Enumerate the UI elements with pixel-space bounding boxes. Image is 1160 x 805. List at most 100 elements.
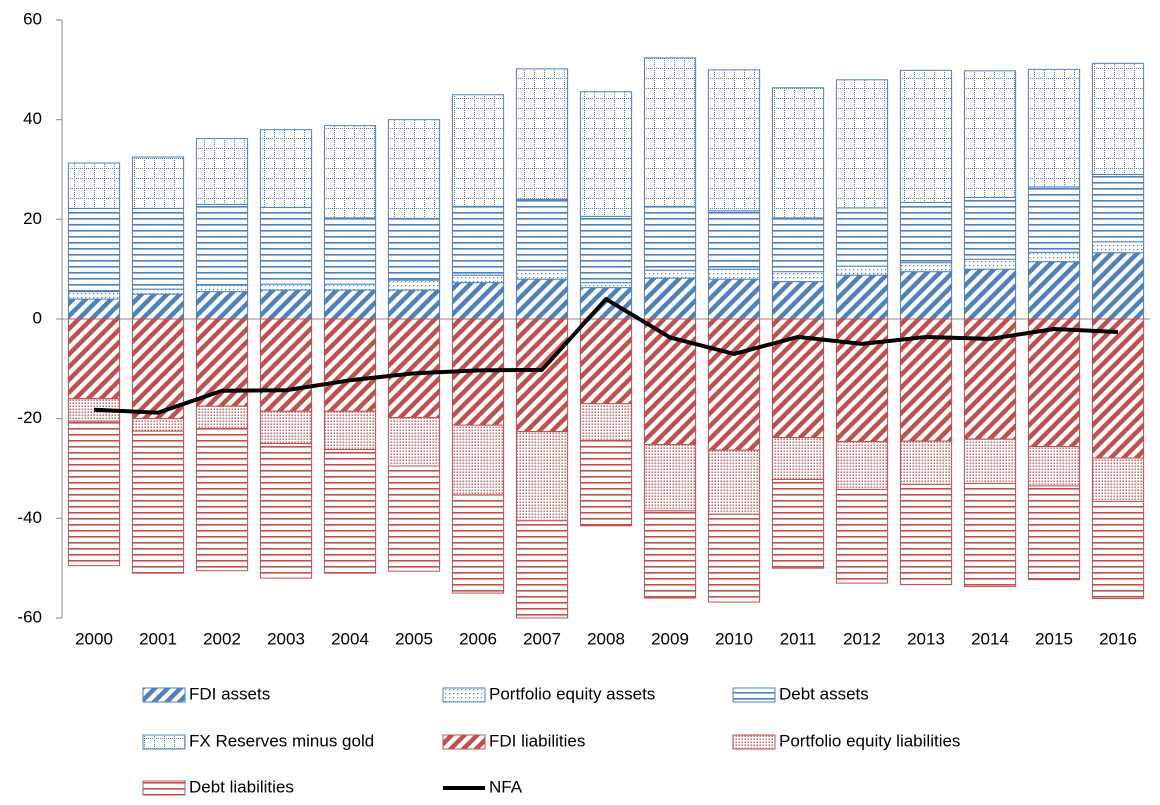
legend-swatch xyxy=(142,734,186,750)
bar-segment xyxy=(707,268,761,280)
bar-segment xyxy=(67,420,121,567)
x-tick-label: 2009 xyxy=(651,629,689,648)
bar-segment xyxy=(451,274,505,284)
y-tick-label: -20 xyxy=(17,408,42,427)
y-tick-label: 20 xyxy=(23,209,42,228)
x-tick-label: 2003 xyxy=(267,629,305,648)
bar-segment xyxy=(515,269,569,280)
bar-segment xyxy=(131,156,185,209)
bar-segment xyxy=(387,119,441,219)
legend-swatch xyxy=(142,687,186,703)
bar-segment xyxy=(1091,457,1145,502)
bar-segment xyxy=(323,283,377,291)
bar-segment xyxy=(835,207,889,267)
legend-label: FDI assets xyxy=(189,684,270,703)
bar-segment xyxy=(259,443,313,579)
y-tick-label: -60 xyxy=(17,607,42,626)
legend-swatch xyxy=(732,734,776,750)
bar-segment xyxy=(579,287,633,320)
bar-segment xyxy=(835,79,889,209)
bar-segment xyxy=(707,210,761,270)
bar-segment xyxy=(195,318,249,407)
bar-segment xyxy=(963,70,1017,198)
bar-segment xyxy=(67,207,121,293)
bar-segment xyxy=(259,206,313,285)
bar-segment xyxy=(963,196,1017,260)
bar-segment xyxy=(771,217,825,273)
bar-segment xyxy=(131,293,185,320)
bar-segment xyxy=(707,449,761,515)
bar-segment xyxy=(899,69,953,203)
x-tick-label: 2015 xyxy=(1035,629,1073,648)
bar-segment xyxy=(387,217,441,281)
nfa-line xyxy=(93,297,1119,415)
legend-label: Debt assets xyxy=(779,684,869,703)
bar-segment xyxy=(579,440,633,527)
bar-segment xyxy=(323,289,377,320)
bar-segment xyxy=(195,284,249,293)
bar-segment xyxy=(835,488,889,584)
bar-segment xyxy=(771,281,825,320)
bar-segment xyxy=(835,441,889,490)
bar-segment xyxy=(195,138,249,205)
bar-segment xyxy=(1091,173,1145,243)
bar-segment xyxy=(323,125,377,219)
bar-segment xyxy=(707,513,761,603)
bar-segment xyxy=(579,282,633,289)
legend-swatch xyxy=(142,780,186,796)
x-tick-label: 2014 xyxy=(971,629,1009,648)
x-tick-label: 2007 xyxy=(523,629,561,648)
bar-segment xyxy=(1091,318,1145,459)
bar-segment xyxy=(707,278,761,320)
bar-segment xyxy=(131,430,185,574)
bar-segment xyxy=(643,269,697,279)
bar-segment xyxy=(131,288,185,295)
legend-swatch xyxy=(442,687,486,703)
bar-segment xyxy=(579,318,633,405)
bar-segment xyxy=(515,68,569,200)
x-tick-label: 2008 xyxy=(587,629,625,648)
bar-segment xyxy=(579,215,633,284)
bar-segment xyxy=(515,431,569,522)
bar-segment xyxy=(387,289,441,320)
bar-segment xyxy=(259,289,313,320)
bar-segment xyxy=(387,465,441,572)
bar-segment xyxy=(131,418,185,432)
bar-segment xyxy=(67,318,121,400)
bar-segment xyxy=(835,265,889,276)
bar-segment xyxy=(771,478,825,569)
bar-segment xyxy=(515,318,569,433)
bar-segment xyxy=(1027,68,1081,188)
bar-segment xyxy=(451,494,505,594)
bar-segment xyxy=(323,217,377,285)
bar-segment xyxy=(515,520,569,619)
legend-swatch xyxy=(732,687,776,703)
bar-segment xyxy=(451,205,505,276)
bar-segment xyxy=(963,482,1017,588)
bar-segment xyxy=(1027,446,1081,487)
bar-segment xyxy=(131,207,185,290)
legend-label: Portfolio equity assets xyxy=(489,684,655,703)
bar-segment xyxy=(1091,252,1145,320)
bar-segment xyxy=(323,410,377,451)
bar-segment xyxy=(451,424,505,496)
legend-label: NFA xyxy=(489,777,523,796)
x-tick-label: 2005 xyxy=(395,629,433,648)
bar-segment xyxy=(387,279,441,291)
bar-segment xyxy=(771,437,825,480)
bar-segment xyxy=(963,258,1017,270)
bar-segment xyxy=(1091,62,1145,175)
bar-segment xyxy=(387,318,441,419)
x-tick-label: 2016 xyxy=(1099,629,1137,648)
bar-segment xyxy=(195,291,249,320)
bar-segment xyxy=(643,205,697,271)
bar-segment xyxy=(67,298,121,320)
x-tick-label: 2004 xyxy=(331,629,369,648)
bar-segment xyxy=(579,91,633,217)
bar-segment xyxy=(899,271,953,320)
x-tick-label: 2010 xyxy=(715,629,753,648)
y-tick-label: 0 xyxy=(33,308,42,327)
legend-label: FX Reserves minus gold xyxy=(189,731,374,750)
legend-swatch xyxy=(442,734,486,750)
